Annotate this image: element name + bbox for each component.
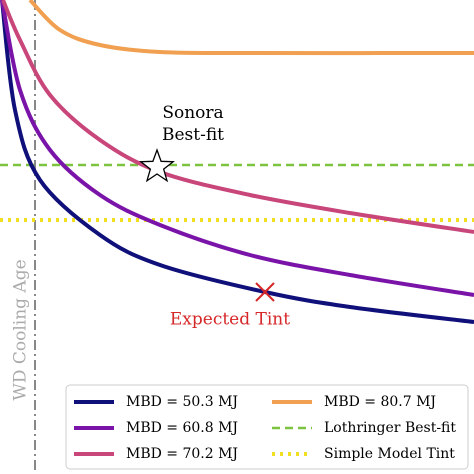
- legend-label: MBD = 70.2 MJ: [126, 446, 238, 462]
- cross-stroke: [255, 282, 275, 302]
- legend-label: Lothringer Best-fit: [324, 420, 456, 436]
- star-label: Sonora Best-fit: [162, 103, 224, 145]
- cross-marker: [255, 282, 275, 302]
- legend-label: Simple Model Tint: [324, 446, 455, 462]
- star-marker: [139, 148, 175, 183]
- legend-label: MBD = 80.7 MJ: [324, 394, 436, 410]
- cooling-age-label: WD Cooling Age: [11, 259, 31, 400]
- curve: [1, 0, 474, 234]
- star-label-line: Sonora: [162, 103, 223, 123]
- curve: [0, 0, 474, 297]
- star-label-line: Best-fit: [162, 125, 224, 145]
- legend-label: MBD = 60.8 MJ: [126, 420, 238, 436]
- legend-label: MBD = 50.3 MJ: [126, 394, 238, 410]
- curve: [0, 0, 474, 324]
- legend-box: [65, 384, 469, 470]
- cross-label: Expected Tint: [170, 310, 290, 330]
- curve: [28, 0, 474, 56]
